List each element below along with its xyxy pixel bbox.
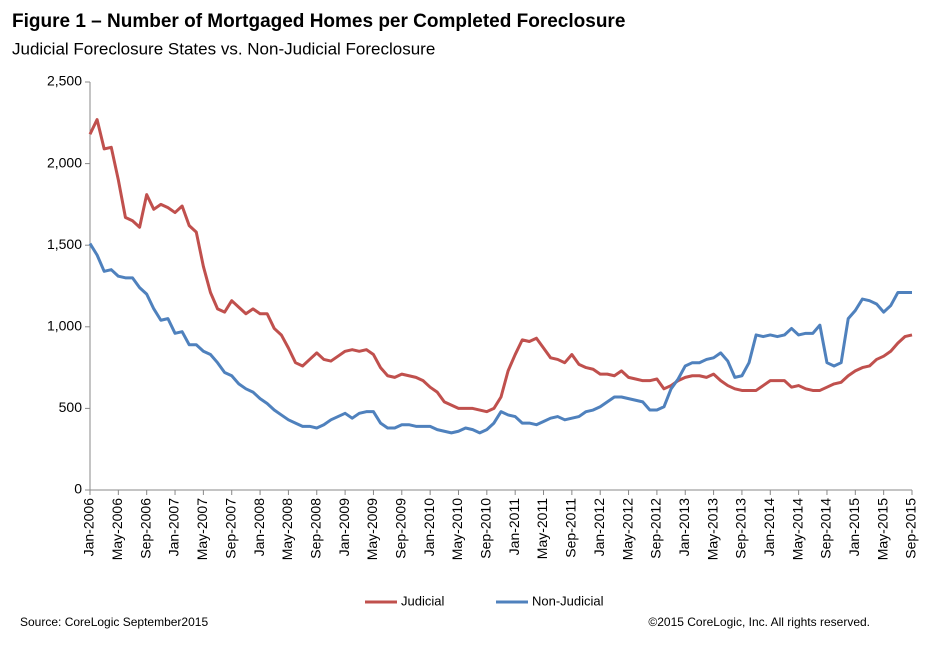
y-tick-label: 1,000 [47,318,82,334]
x-tick-label: Jan-2013 [676,498,692,557]
series-line [88,242,912,435]
x-tick-label: May-2007 [194,498,210,560]
x-tick-label: Sep-2006 [137,498,153,559]
x-tick-label: May-2015 [874,498,890,560]
x-tick-label: May-2006 [109,498,125,560]
y-tick-label: 2,500 [47,73,82,89]
x-tick-label: Jan-2012 [591,498,607,557]
x-tick-label: Sep-2012 [648,498,664,559]
x-tick-label: May-2012 [619,498,635,560]
x-tick-label: Sep-2010 [478,498,494,559]
x-tick-label: May-2011 [534,498,550,559]
x-tick-label: Sep-2008 [307,498,323,559]
x-tick-label: Jan-2009 [336,498,352,557]
x-tick-label: May-2009 [364,498,380,560]
x-tick-label: Jan-2015 [846,498,862,557]
y-tick-label: 500 [59,399,83,415]
series-line [88,118,913,414]
y-tick-label: 1,500 [47,236,82,252]
x-tick-label: May-2008 [279,498,295,560]
x-tick-label: Jan-2010 [421,498,437,557]
x-tick-label: Jan-2011 [506,498,522,556]
legend-label: Judicial [401,593,444,608]
x-tick-label: Jan-2014 [761,498,777,557]
x-tick-label: May-2014 [789,498,805,560]
y-tick-label: 2,000 [47,154,82,170]
x-tick-label: Sep-2009 [392,498,408,559]
x-tick-label: May-2010 [449,498,465,560]
chart-title: Figure 1 – Number of Mortgaged Homes per… [12,11,625,32]
x-tick-label: Sep-2011 [563,498,579,558]
x-tick-label: May-2013 [704,498,720,560]
x-tick-label: Jan-2008 [251,498,267,557]
y-tick-label: 0 [74,481,82,497]
x-tick-label: Sep-2015 [903,498,919,559]
x-tick-label: Sep-2013 [733,498,749,559]
source-note: Source: CoreLogic September2015 [20,615,208,629]
legend-label: Non-Judicial [532,593,604,608]
x-tick-label: Sep-2014 [818,498,834,559]
x-tick-label: Sep-2007 [222,498,238,559]
copyright-note: ©2015 CoreLogic, Inc. All rights reserve… [648,615,870,629]
x-tick-label: Jan-2006 [81,498,97,557]
x-tick-label: Jan-2007 [166,498,182,557]
chart-subtitle: Judicial Foreclosure States vs. Non-Judi… [12,39,435,58]
